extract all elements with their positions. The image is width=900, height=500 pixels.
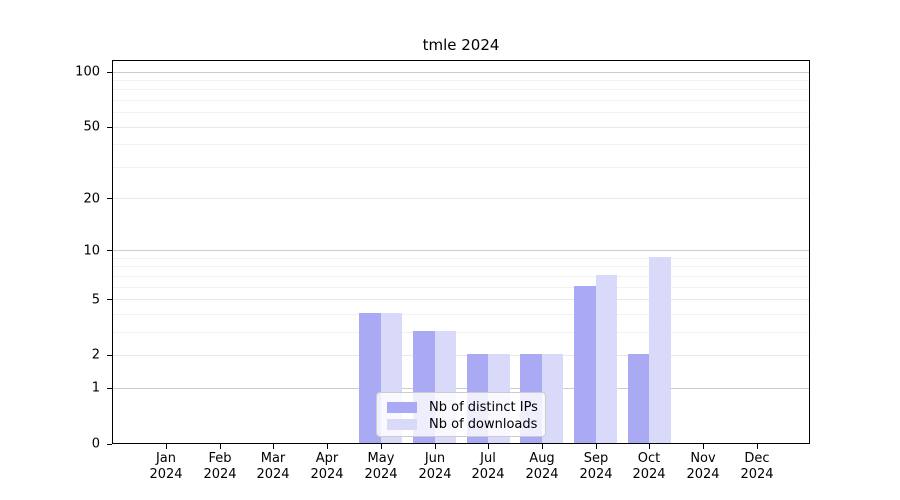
y-tick-5 — [107, 299, 112, 300]
gridline-5 — [113, 299, 809, 300]
legend-entry-downloads: Nb of downloads — [387, 416, 537, 433]
legend-label-downloads: Nb of downloads — [429, 417, 538, 432]
y-tick-label-20: 20 — [83, 191, 100, 207]
gridline-2 — [113, 355, 809, 356]
x-tick-label-sep: Sep 2024 — [579, 451, 613, 482]
y-tick-10 — [107, 250, 112, 251]
y-tick-label-10: 10 — [83, 243, 100, 259]
y-tick-50 — [107, 127, 112, 128]
x-tick-jun — [435, 444, 436, 449]
y-tick-2 — [107, 355, 112, 356]
x-tick-label-nov: Nov 2024 — [686, 451, 720, 482]
x-tick-label-may: May 2024 — [364, 451, 398, 482]
x-tick-label-jun: Jun 2024 — [418, 451, 452, 482]
y-tick-label-100: 100 — [75, 64, 100, 80]
bar-nb-of-distinct-ips-may — [359, 313, 381, 443]
x-tick-label-oct: Oct 2024 — [632, 451, 666, 482]
x-tick-feb — [220, 444, 221, 449]
x-tick-jul — [488, 444, 489, 449]
gridline-80 — [113, 89, 809, 90]
distinct-ips-swatch-icon — [387, 402, 417, 413]
downloads-swatch-icon — [387, 419, 417, 430]
chart-title: tmle 2024 — [422, 36, 500, 54]
x-tick-apr — [327, 444, 328, 449]
legend-entry-distinct-ips: Nb of distinct IPs — [387, 399, 538, 416]
gridline-10 — [113, 250, 809, 251]
x-tick-label-apr: Apr 2024 — [310, 451, 344, 482]
x-tick-may — [381, 444, 382, 449]
x-tick-label-jan: Jan 2024 — [149, 451, 183, 482]
gridline-1 — [113, 388, 809, 389]
bar-nb-of-distinct-ips-sep — [574, 286, 596, 443]
x-tick-oct — [649, 444, 650, 449]
x-tick-nov — [703, 444, 704, 449]
y-tick-100 — [107, 72, 112, 73]
gridline-100 — [113, 72, 809, 73]
y-tick-label-5: 5 — [91, 292, 100, 308]
y-tick-label-1: 1 — [91, 380, 100, 396]
bar-nb-of-downloads-oct — [649, 257, 671, 443]
x-tick-jan — [166, 444, 167, 449]
gridline-20 — [113, 198, 809, 199]
x-tick-dec — [757, 444, 758, 449]
gridline-50 — [113, 127, 809, 128]
plot-area — [112, 60, 810, 444]
bar-nb-of-distinct-ips-oct — [627, 354, 650, 443]
x-tick-label-jul: Jul 2024 — [471, 451, 505, 482]
legend-label-distinct-ips: Nb of distinct IPs — [429, 400, 538, 415]
gridline-40 — [113, 144, 809, 145]
x-tick-label-aug: Aug 2024 — [525, 451, 559, 482]
gridline-3 — [113, 332, 809, 333]
x-tick-label-dec: Dec 2024 — [740, 451, 774, 482]
gridline-9 — [113, 258, 809, 259]
gridline-30 — [113, 167, 809, 168]
x-tick-sep — [596, 444, 597, 449]
bar-nb-of-downloads-aug — [541, 354, 564, 443]
y-tick-label-50: 50 — [83, 119, 100, 135]
y-tick-1 — [107, 388, 112, 389]
y-tick-label-2: 2 — [91, 347, 100, 363]
x-tick-aug — [542, 444, 543, 449]
y-tick-20 — [107, 198, 112, 199]
gridline-4 — [113, 314, 809, 315]
gridline-7 — [113, 276, 809, 277]
x-tick-label-feb: Feb 2024 — [203, 451, 237, 482]
gridline-70 — [113, 100, 809, 101]
gridline-8 — [113, 266, 809, 267]
gridline-90 — [113, 80, 809, 81]
legend: Nb of distinct IPs Nb of downloads — [376, 392, 546, 437]
bar-nb-of-downloads-sep — [595, 275, 618, 443]
x-tick-mar — [273, 444, 274, 449]
y-tick-label-0: 0 — [91, 436, 100, 452]
x-tick-label-mar: Mar 2024 — [256, 451, 290, 482]
y-tick-0 — [107, 444, 112, 445]
gridline-6 — [113, 287, 809, 288]
gridline-60 — [113, 112, 809, 113]
